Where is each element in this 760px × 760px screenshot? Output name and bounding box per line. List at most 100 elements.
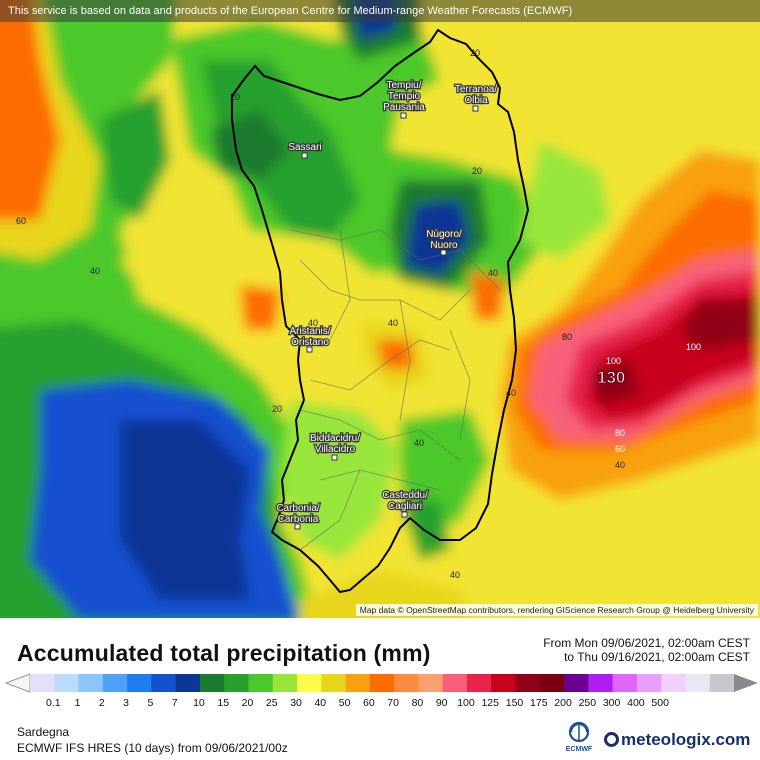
color-scale-ticks: 0.1 1 2 3 5 7 10 15 20 25 30 40 50 60 70 80 90 100 125 150 1… bbox=[0, 697, 760, 711]
color-swatch bbox=[539, 674, 565, 692]
scale-tick-label: 70 bbox=[387, 697, 399, 709]
svg-text:Tempio: Tempio bbox=[388, 91, 421, 102]
color-swatch bbox=[224, 674, 249, 692]
scale-tick-label: 60 bbox=[363, 697, 375, 709]
meteologix-logo[interactable]: meteologix.com bbox=[604, 730, 750, 750]
contour-label: 20 bbox=[272, 404, 282, 414]
color-swatch bbox=[588, 674, 614, 692]
color-swatch bbox=[515, 674, 541, 692]
color-swatch bbox=[248, 674, 274, 692]
city-villacidro[interactable]: Biddacidru/ Villacidro bbox=[309, 432, 361, 461]
svg-text:Casteddu/: Casteddu/ bbox=[382, 490, 428, 501]
svg-text:Olbia: Olbia bbox=[464, 95, 488, 106]
scale-arrow-right bbox=[734, 674, 758, 692]
scale-tick-label: 10 bbox=[193, 697, 205, 709]
scale-tick-label: 0.1 bbox=[45, 697, 61, 709]
scale-tick-label: 80 bbox=[411, 697, 424, 709]
brand-text: meteologix.com bbox=[621, 730, 751, 749]
color-swatch bbox=[491, 674, 517, 692]
contour-label: 20 bbox=[470, 48, 480, 58]
color-swatch bbox=[345, 674, 371, 692]
scale-tick-label: 50 bbox=[338, 697, 351, 709]
svg-text:Cagliari: Cagliari bbox=[388, 501, 422, 512]
contour-label: 40 bbox=[90, 266, 100, 276]
map-canvas: Tempiu/ Tempio Pausania Terranoa/ Olbia … bbox=[0, 0, 760, 618]
scale-tick-label: 300 bbox=[602, 697, 621, 709]
precipitation-field bbox=[0, 0, 760, 618]
city-sassari[interactable]: Sassari bbox=[287, 141, 323, 159]
region-name: Sardegna bbox=[17, 725, 70, 739]
svg-text:ECMWF: ECMWF bbox=[566, 746, 593, 753]
color-swatch bbox=[151, 674, 177, 692]
contour-label: 20 bbox=[230, 92, 240, 102]
meteologix-logo-icon bbox=[604, 732, 619, 747]
city-nuoro[interactable]: Nùgoro/ Nuoro bbox=[425, 228, 463, 256]
scale-tick-label: 400 bbox=[627, 697, 645, 709]
color-swatch bbox=[54, 674, 80, 692]
contour-label: 60 bbox=[615, 444, 625, 454]
period-from: From Mon 09/06/2021, 02:00am CEST bbox=[543, 636, 750, 650]
page-title: Accumulated total precipitation (mm) bbox=[17, 640, 431, 666]
city-olbia[interactable]: Terranoa/ Olbia bbox=[454, 83, 499, 112]
precipitation-map[interactable]: Tempiu/ Tempio Pausania Terranoa/ Olbia … bbox=[0, 0, 760, 618]
color-swatch bbox=[199, 674, 225, 692]
color-swatch bbox=[661, 674, 686, 692]
color-swatch bbox=[102, 674, 128, 692]
svg-text:Carbonia/: Carbonia/ bbox=[276, 503, 320, 514]
svg-text:Villacidro: Villacidro bbox=[315, 444, 356, 455]
color-swatch bbox=[175, 674, 201, 692]
color-swatch bbox=[612, 674, 638, 692]
color-swatch bbox=[321, 674, 347, 692]
scale-tick-label: 100 bbox=[457, 697, 475, 709]
scale-tick-label: 7 bbox=[171, 697, 178, 709]
contour-label: 40 bbox=[414, 438, 424, 448]
contour-label: 40 bbox=[506, 388, 516, 398]
contour-label: 20 bbox=[472, 166, 482, 176]
province-borders bbox=[289, 229, 501, 551]
svg-text:Tempiu/: Tempiu/ bbox=[386, 80, 421, 91]
svg-text:Pausania: Pausania bbox=[383, 102, 425, 113]
svg-text:Aristanis/: Aristanis/ bbox=[289, 326, 330, 337]
contour-label: 40 bbox=[488, 268, 498, 278]
ecmwf-logo[interactable]: ECMWF bbox=[558, 720, 600, 754]
color-swatch bbox=[709, 674, 735, 692]
contour-label: 40 bbox=[615, 460, 625, 470]
contour-labels: 20 20 60 40 40 40 40 20 20 40 80 100 100… bbox=[16, 48, 701, 580]
color-swatch bbox=[564, 674, 589, 692]
scale-tick-label: 90 bbox=[435, 697, 448, 709]
svg-text:Terranoa/: Terranoa/ bbox=[455, 84, 497, 95]
contour-label: 60 bbox=[16, 216, 26, 226]
scale-tick-label: 1 bbox=[74, 697, 81, 709]
scale-tick-label: 125 bbox=[481, 697, 499, 709]
scale-tick-label: 3 bbox=[123, 697, 130, 709]
scale-tick-label: 25 bbox=[265, 697, 278, 709]
color-swatch bbox=[466, 674, 492, 692]
scale-arrow-left bbox=[4, 673, 31, 693]
svg-text:Carbonia: Carbonia bbox=[278, 514, 319, 525]
city-tempio[interactable]: Tempiu/ Tempio Pausania bbox=[382, 79, 427, 119]
scale-tick-label: 40 bbox=[314, 697, 327, 709]
scale-tick-label: 250 bbox=[578, 697, 597, 709]
scale-tick-label: 2 bbox=[98, 697, 105, 709]
scale-tick-label: 500 bbox=[651, 697, 669, 709]
scale-tick-label: 15 bbox=[217, 697, 230, 709]
color-swatch bbox=[30, 674, 55, 692]
svg-text:Nùgoro/: Nùgoro/ bbox=[426, 229, 462, 240]
color-swatch bbox=[418, 674, 444, 692]
color-swatch bbox=[442, 674, 468, 692]
city-oristano[interactable]: Aristanis/ Oristano bbox=[288, 325, 332, 353]
scale-tick-label: 150 bbox=[505, 697, 524, 709]
svg-text:Oristano: Oristano bbox=[291, 337, 329, 348]
contour-label: 40 bbox=[388, 318, 398, 328]
map-attribution[interactable]: Map data © OpenStreetMap contributors, r… bbox=[355, 604, 758, 616]
city-cagliari[interactable]: Casteddu/ Cagliari bbox=[381, 489, 429, 518]
scale-tick-label: 200 bbox=[554, 697, 572, 709]
contour-label: 100 bbox=[606, 356, 621, 366]
scale-tick-label: 20 bbox=[241, 697, 254, 709]
city-labels: Tempiu/ Tempio Pausania Terranoa/ Olbia … bbox=[275, 79, 499, 530]
contour-label: 40 bbox=[450, 570, 460, 580]
contour-label: 100 bbox=[686, 342, 701, 352]
city-carbonia[interactable]: Carbonia/ Carbonia bbox=[275, 502, 321, 530]
color-swatch bbox=[636, 674, 662, 692]
color-swatch bbox=[127, 674, 152, 692]
